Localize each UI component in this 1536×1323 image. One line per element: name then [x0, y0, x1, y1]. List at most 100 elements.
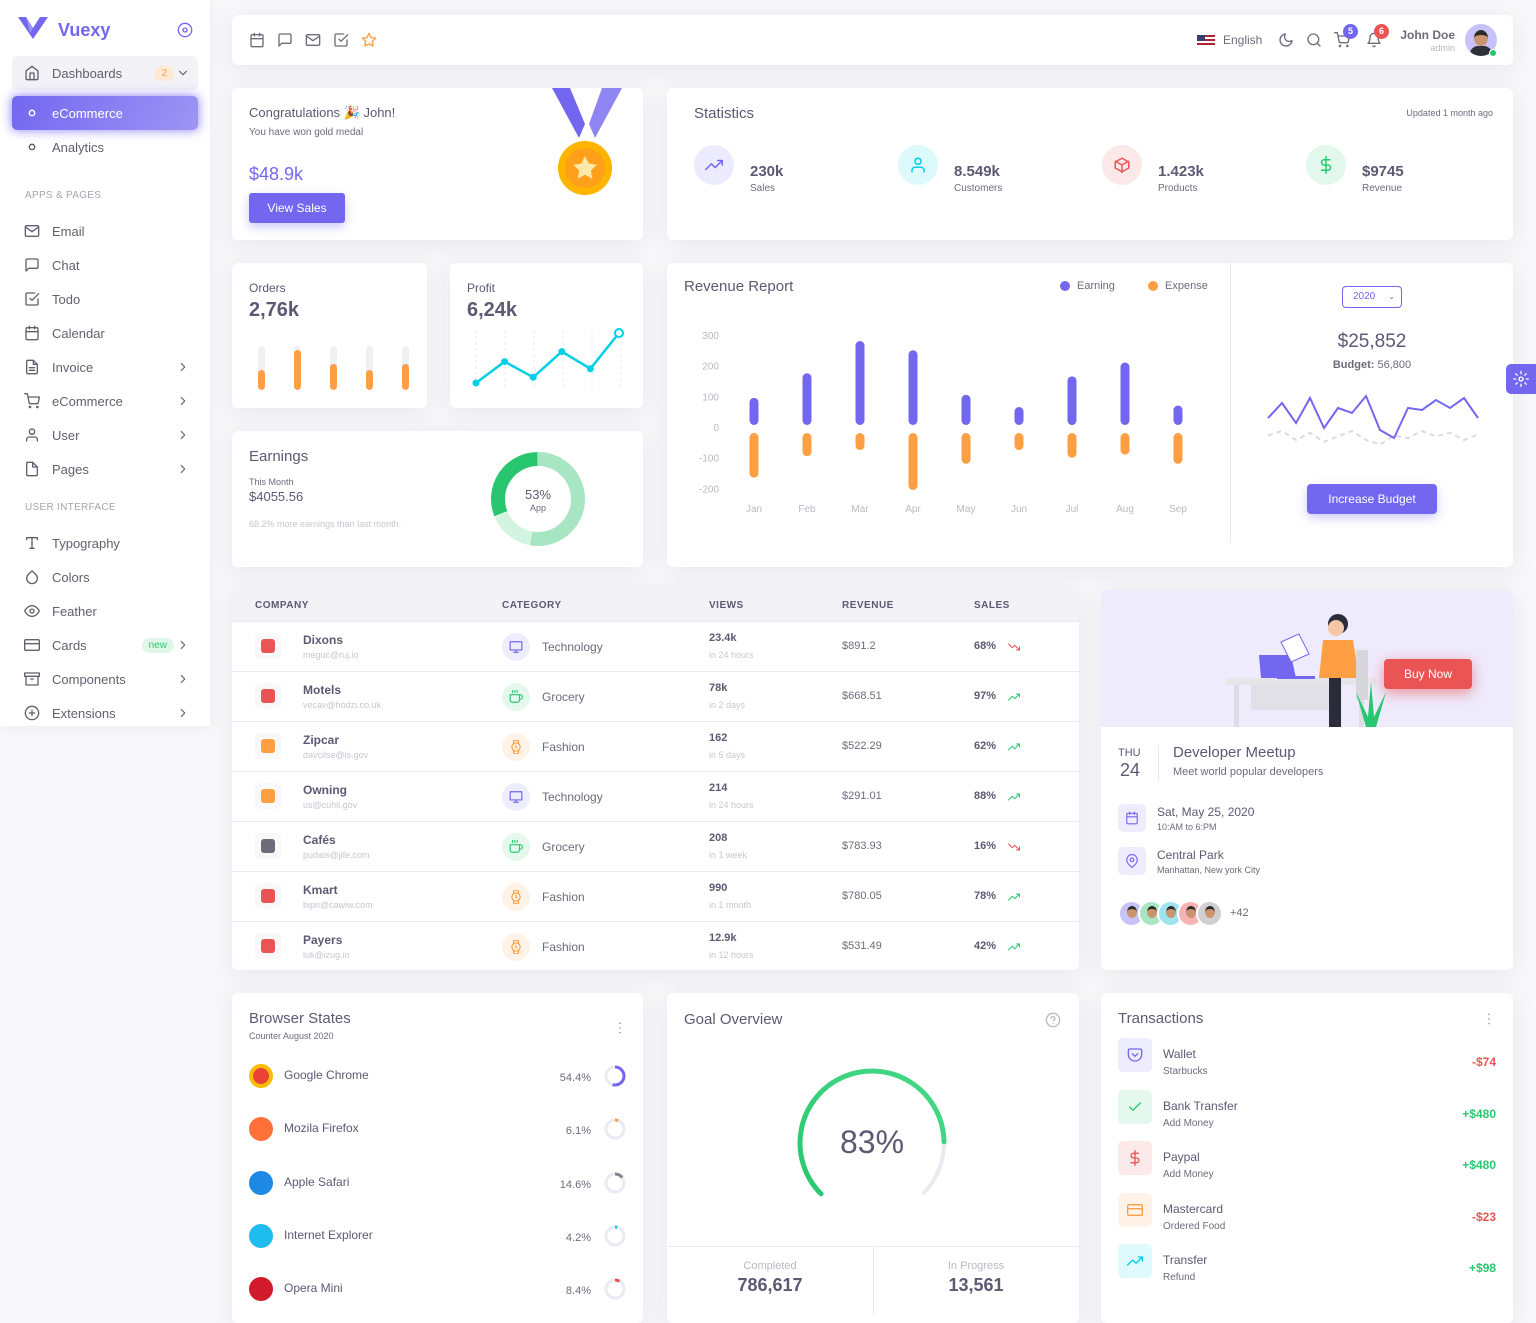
sidebar-item-feather[interactable]: Feather: [12, 594, 198, 628]
expense-bar: [856, 433, 865, 450]
y-tick-label: -100: [699, 454, 719, 465]
earning-bar: [1015, 407, 1024, 425]
company-logo-icon: [255, 933, 281, 959]
sidebar-item-chat[interactable]: Chat: [12, 248, 198, 282]
more-vertical-icon[interactable]: [612, 1020, 628, 1036]
revenue-value: $291.01: [842, 790, 882, 802]
y-tick-label: -200: [699, 484, 719, 495]
sidebar-item-ecommerce[interactable]: eCommerce: [12, 384, 198, 418]
disc-icon[interactable]: [177, 22, 193, 38]
divider: [1158, 745, 1159, 781]
company-logo-mark: [261, 789, 275, 803]
us-flag-icon[interactable]: [1197, 35, 1215, 47]
company-logo-mark: [261, 939, 275, 953]
user-role: admin: [1430, 43, 1455, 53]
moon-icon[interactable]: [1278, 32, 1294, 48]
profit-point: [559, 349, 564, 354]
language-selector[interactable]: English: [1223, 33, 1262, 47]
calendar-shortcut-icon[interactable]: [249, 32, 265, 48]
sidebar-item-label: Dashboards: [52, 66, 122, 81]
chevron-right-icon: [176, 462, 190, 476]
attendee-avatar[interactable]: [1196, 900, 1223, 927]
orders-bar: [258, 370, 265, 390]
views-period: in 5 days: [709, 750, 745, 760]
view-sales-button[interactable]: View Sales: [249, 193, 345, 223]
vuexy-logo[interactable]: [18, 17, 48, 41]
views-period: in 1 week: [709, 850, 747, 860]
plus-circle-icon: [24, 705, 52, 721]
sidebar-item-label: Cards: [52, 638, 87, 653]
orders-bar-track: [294, 346, 301, 390]
message-square-shortcut-icon[interactable]: [277, 32, 293, 48]
company-logo-mark: [261, 839, 275, 853]
avatar-face: [1186, 906, 1196, 918]
sidebar-item-ecommerce-dashboard[interactable]: eCommerce: [12, 96, 198, 130]
mail-shortcut-icon[interactable]: [305, 32, 321, 48]
orders-bar: [294, 350, 301, 390]
sidebar-item-label: Todo: [52, 292, 80, 307]
sidebar-item-user[interactable]: User: [12, 418, 198, 452]
sidebar-item-label: Email: [52, 224, 85, 239]
sidebar-item-calendar[interactable]: Calendar: [12, 316, 198, 350]
year-select[interactable]: 2020⌄: [1342, 286, 1402, 308]
sidebar-item-email[interactable]: Email: [12, 214, 198, 248]
browser-states-card: Browser States Counter August 2020 Googl…: [232, 993, 643, 1323]
sidebar-item-todo[interactable]: Todo: [12, 282, 198, 316]
more-attendees[interactable]: +42: [1230, 907, 1249, 919]
type-icon: [24, 535, 52, 551]
trending-down-icon: [1008, 841, 1020, 853]
congrats-amount: $48.9k: [249, 164, 303, 185]
buy-now-button[interactable]: Buy Now: [1384, 659, 1472, 689]
company-name: Cafés: [303, 833, 336, 847]
customizer-toggle[interactable]: [1506, 364, 1536, 394]
help-circle-icon[interactable]: [1045, 1012, 1061, 1028]
budget-line: Budget: 56,800: [1272, 359, 1472, 371]
search-icon[interactable]: [1306, 32, 1322, 48]
more-vertical-icon[interactable]: [1481, 1011, 1497, 1027]
sidebar-item-invoice[interactable]: Invoice: [12, 350, 198, 384]
apple-safari-logo-icon: [249, 1171, 273, 1195]
monitor-icon: [502, 783, 530, 811]
earnings-note: 68.2% more earnings than last month.: [249, 519, 401, 529]
profit-value: 6,24k: [467, 299, 517, 322]
sidebar-item-pages[interactable]: Pages: [12, 452, 198, 486]
orders-bar: [330, 364, 337, 390]
donut-segment: [501, 514, 531, 538]
user-name[interactable]: John Doe: [1400, 28, 1455, 42]
sidebar-item-components[interactable]: Components: [12, 662, 198, 696]
orders-bar: [402, 364, 409, 390]
completed-label: Completed: [667, 1260, 873, 1272]
notification-count-badge: 6: [1374, 24, 1389, 39]
x-tick-label: Aug: [1116, 504, 1134, 515]
transaction-subtitle: Refund: [1163, 1272, 1195, 1283]
sidebar-item-typography[interactable]: Typography: [12, 526, 198, 560]
x-tick-label: May: [957, 504, 976, 515]
browser-states-subtitle: Counter August 2020: [249, 1031, 334, 1041]
star-shortcut-icon[interactable]: [361, 32, 377, 48]
dollar-sign-icon: [1306, 145, 1346, 185]
coffee-icon: [502, 683, 530, 711]
company-name: Motels: [303, 683, 341, 697]
budget-line: [1268, 396, 1478, 438]
sidebar-item-label: User: [52, 428, 79, 443]
sidebar-item-extensions[interactable]: Extensions: [12, 696, 198, 726]
orders-bar-track: [366, 346, 373, 390]
detail-title: Central Park: [1157, 848, 1224, 862]
x-tick-label: Mar: [851, 504, 869, 515]
browser-progress-ring: [603, 1171, 627, 1195]
check-square-shortcut-icon[interactable]: [333, 32, 349, 48]
sidebar-item-analytics[interactable]: Analytics: [12, 130, 198, 164]
sidebar-item-dashboards[interactable]: Dashboards 2: [12, 56, 198, 90]
sidebar-item-colors[interactable]: Colors: [12, 560, 198, 594]
opera-mini-logo-icon: [249, 1277, 273, 1301]
increase-budget-button[interactable]: Increase Budget: [1307, 484, 1437, 514]
watch-icon: [502, 933, 530, 961]
